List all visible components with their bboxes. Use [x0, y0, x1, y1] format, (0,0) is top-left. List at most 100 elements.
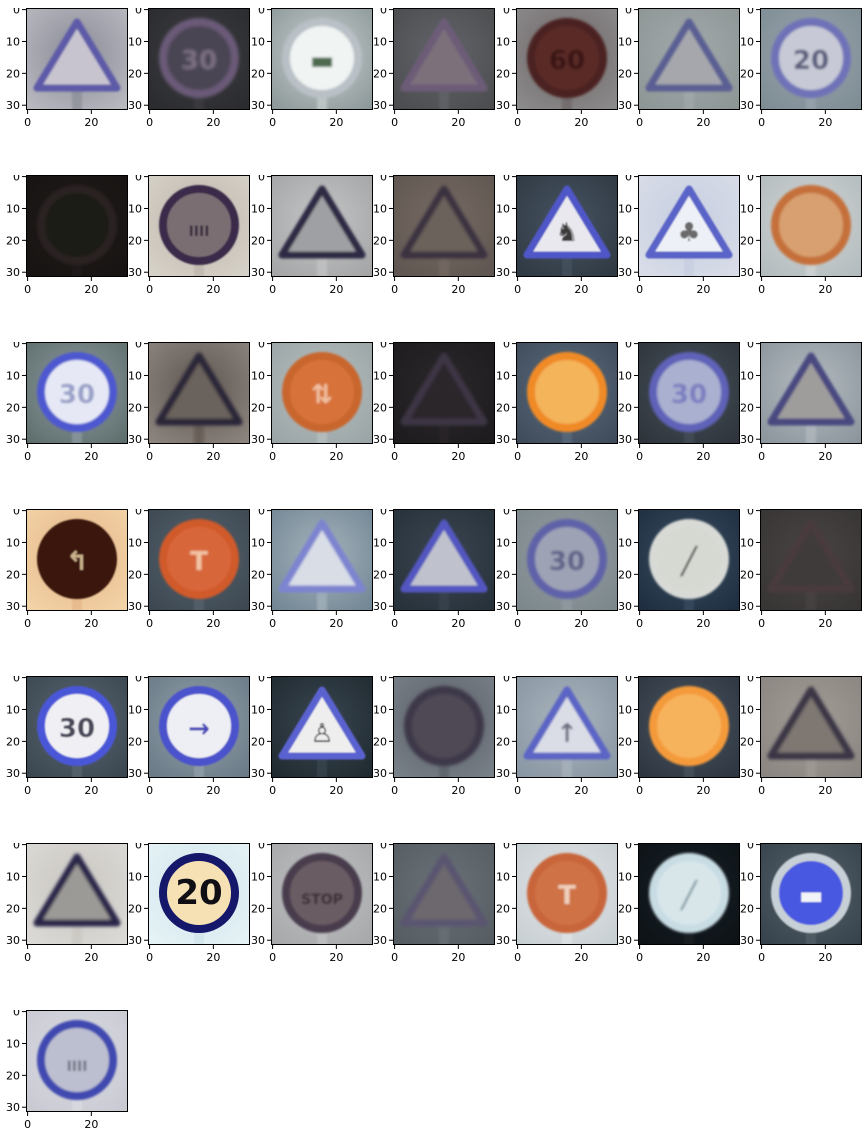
- axes-frame: [393, 8, 496, 110]
- thumbnail-image: [393, 843, 496, 945]
- y-tick-label: 30: [618, 934, 632, 947]
- y-tick-label: 0: [380, 342, 387, 351]
- y-tick-label: 10: [740, 369, 754, 382]
- x-tick-label: 20: [452, 951, 466, 964]
- y-tick-label: 10: [251, 202, 265, 215]
- thumbnail-subplot: 0 10 20 30 0 20: [6, 8, 128, 129]
- triangle-sign: [155, 352, 243, 426]
- x-tick-label: 20: [84, 450, 98, 463]
- thumbnail-image: [148, 342, 251, 444]
- thumbnail-subplot: 30 0 10 20 30 0 20: [6, 676, 128, 797]
- x-tick-label: 20: [696, 951, 710, 964]
- svg-text:30: 30: [671, 380, 707, 410]
- y-tick-label: 20: [6, 902, 20, 915]
- y-tick-label: 10: [496, 35, 510, 48]
- y-tick-label: 0: [747, 676, 754, 685]
- thumbnail-subplot: 20 0 10 20 30 0 20: [128, 843, 251, 964]
- y-tick-label: 10: [128, 703, 142, 716]
- axes-frame: [393, 843, 496, 945]
- svg-text:30: 30: [549, 547, 585, 577]
- x-tick-label: 0: [758, 617, 765, 630]
- svg-text:♙: ♙: [310, 719, 333, 749]
- y-tick-label: 20: [6, 735, 20, 748]
- x-tick-label: 20: [207, 116, 221, 129]
- y-tick-label: 10: [128, 870, 142, 883]
- y-tick-label: 20: [496, 234, 510, 247]
- thumbnail-image: [270, 175, 373, 277]
- y-tick-label: 10: [618, 202, 632, 215]
- x-tick-label: 20: [696, 283, 710, 296]
- y-tick-label: 20: [251, 67, 265, 80]
- round-sign: [771, 185, 852, 265]
- axes-frame: [515, 342, 618, 444]
- y-tick-label: 30: [373, 266, 387, 279]
- thumbnail-image: [26, 175, 128, 277]
- x-tick-label: 0: [514, 951, 521, 964]
- y-tick-label: 0: [258, 843, 265, 852]
- y-tick-label: 10: [251, 870, 265, 883]
- y-tick-label: 0: [380, 843, 387, 852]
- triangle-sign: ↑: [523, 686, 611, 760]
- thumbnail-image: [393, 8, 496, 110]
- y-tick-label: 0: [503, 175, 510, 184]
- y-tick-label: 10: [740, 35, 754, 48]
- thumbnail-subplot: 30 0 10 20 30 0 20: [496, 509, 618, 630]
- y-tick-label: 30: [128, 266, 142, 279]
- y-tick-label: 10: [128, 369, 142, 382]
- round-sign: [526, 352, 607, 432]
- y-tick-label: 0: [135, 8, 142, 17]
- y-tick-label: 0: [380, 175, 387, 184]
- axes-frame: [148, 8, 251, 110]
- y-tick-label: 30: [496, 266, 510, 279]
- y-tick-label: 0: [13, 175, 20, 184]
- axes-frame: [148, 676, 251, 778]
- thumbnail-subplot: 0 10 20 30 0 20: [251, 175, 373, 296]
- thumbnail-image: [760, 175, 863, 277]
- x-tick-label: 20: [574, 116, 588, 129]
- thumbnail-image: →: [148, 676, 251, 778]
- x-tick-label: 20: [84, 784, 98, 797]
- x-tick-label: 20: [207, 784, 221, 797]
- y-tick-label: 30: [618, 99, 632, 112]
- y-tick-label: 0: [380, 8, 387, 17]
- y-tick-label: 30: [6, 600, 20, 613]
- round-sign: [404, 686, 485, 766]
- x-tick-label: 0: [146, 951, 153, 964]
- x-tick-label: 0: [758, 116, 765, 129]
- x-tick-label: 20: [574, 784, 588, 797]
- y-tick-label: 30: [618, 266, 632, 279]
- svg-text:→: →: [188, 714, 210, 744]
- y-tick-label: 0: [747, 342, 754, 351]
- axes-frame: [26, 1010, 128, 1112]
- x-tick-label: 20: [819, 450, 833, 463]
- triangle-sign: ♞: [523, 185, 611, 259]
- y-tick-label: 0: [747, 175, 754, 184]
- y-tick-label: 30: [251, 266, 265, 279]
- y-tick-label: 0: [258, 676, 265, 685]
- svg-text:↑: ↑: [556, 719, 578, 749]
- thumbnail-image: 30: [26, 342, 128, 444]
- y-tick-label: 20: [128, 568, 142, 581]
- y-tick-label: 20: [740, 902, 754, 915]
- thumbnail-subplot: 0 10 20 30 0 20: [373, 342, 496, 463]
- svg-text:T: T: [558, 881, 576, 911]
- thumbnail-subplot: T 0 10 20 30 0 20: [128, 509, 251, 630]
- y-tick-label: 30: [496, 600, 510, 613]
- svg-text:╱: ╱: [679, 545, 698, 577]
- round-sign: 30: [526, 519, 607, 599]
- thumbnail-image: T: [148, 509, 251, 611]
- round-sign: 30: [37, 686, 117, 766]
- x-tick-label: 0: [758, 951, 765, 964]
- y-tick-label: 10: [251, 369, 265, 382]
- thumbnail-subplot: 0 10 20 30 0 20: [740, 509, 863, 630]
- axes-frame: [393, 509, 496, 611]
- round-sign: ↰: [37, 519, 117, 599]
- svg-text:30: 30: [181, 46, 217, 76]
- y-tick-label: 10: [618, 536, 632, 549]
- axes-frame: [26, 509, 128, 611]
- x-tick-label: 0: [269, 283, 276, 296]
- x-tick-label: 0: [758, 784, 765, 797]
- thumbnail-image: [760, 509, 863, 611]
- thumbnail-image: ↑: [515, 676, 618, 778]
